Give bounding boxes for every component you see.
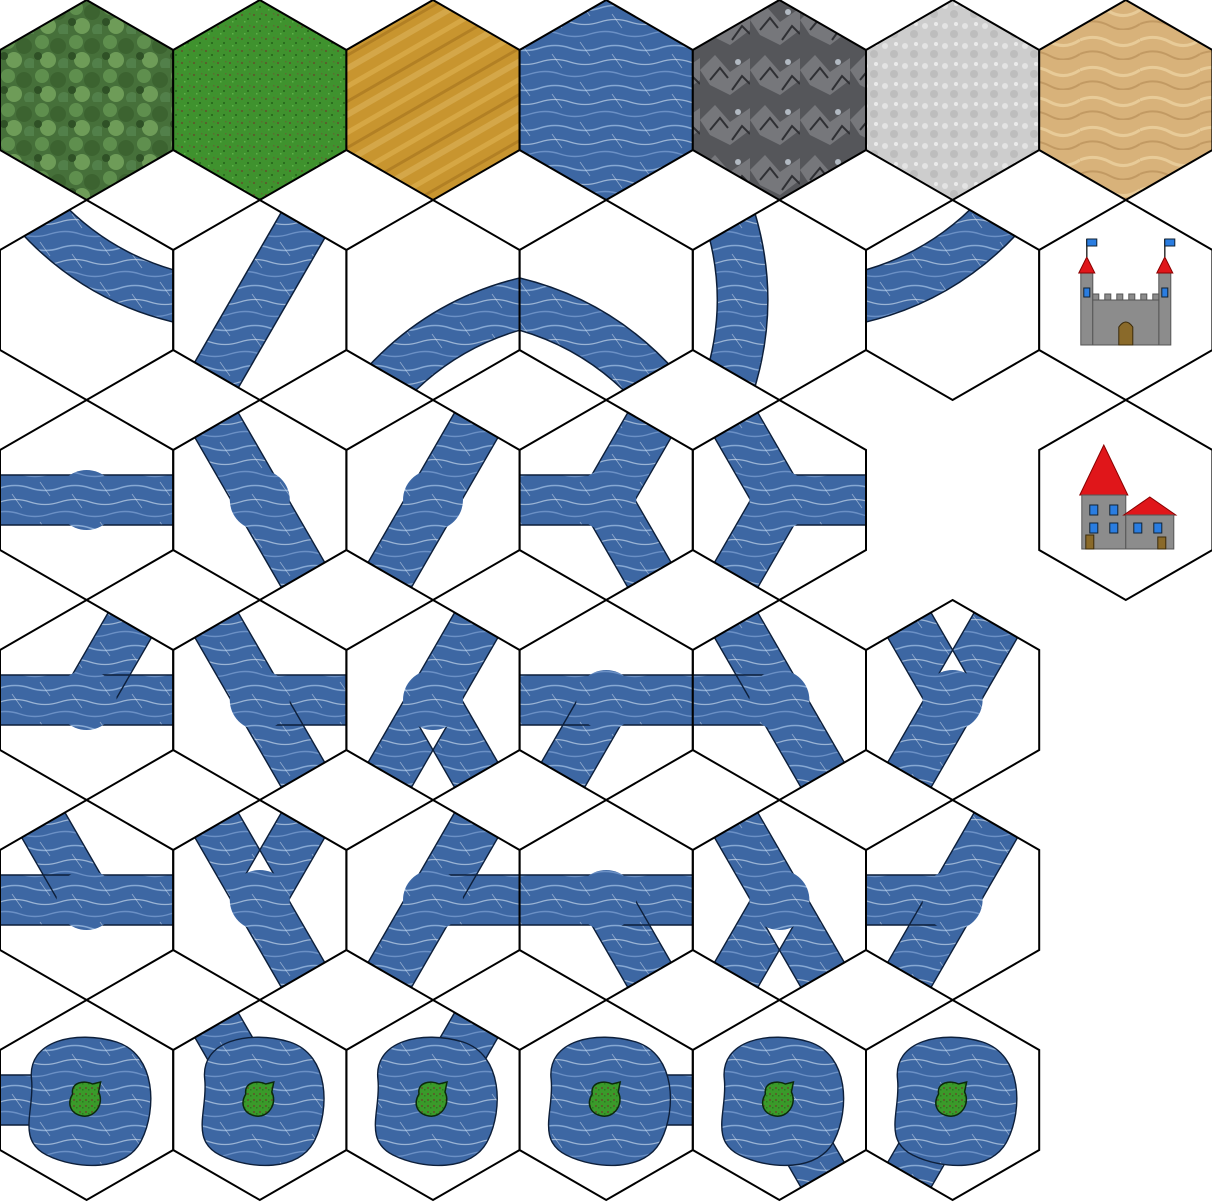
river-junction	[56, 870, 117, 930]
river-tile[interactable]	[15, 200, 191, 326]
river-junction	[922, 870, 983, 930]
river-tile[interactable]	[713, 811, 846, 989]
river-tile[interactable]	[849, 200, 1025, 326]
town-tile[interactable]	[1038, 398, 1212, 602]
river-tile[interactable]	[866, 811, 1019, 989]
river-junction	[576, 870, 637, 930]
river-junction	[749, 870, 810, 930]
river-tile[interactable]	[0, 611, 174, 731]
river-junction	[229, 470, 290, 530]
river-tile[interactable]	[193, 611, 347, 789]
river-tile[interactable]	[193, 811, 326, 989]
river-junction	[922, 670, 983, 730]
river-tile[interactable]	[361, 274, 537, 400]
river-tile[interactable]	[702, 201, 769, 399]
lake-tile[interactable]	[374, 1011, 499, 1167]
lake-tile[interactable]	[193, 1011, 325, 1167]
river-junction	[229, 870, 290, 930]
snow-terrain-tile[interactable]	[865, 0, 1041, 202]
lake-tile[interactable]	[886, 1036, 1018, 1189]
river-tile[interactable]	[692, 611, 846, 789]
river-tile[interactable]	[0, 470, 174, 530]
island	[935, 1080, 968, 1117]
river-tile[interactable]	[519, 411, 673, 589]
river-tile[interactable]	[367, 411, 499, 589]
island	[588, 1080, 622, 1117]
island	[69, 1080, 102, 1117]
river-tile[interactable]	[193, 411, 326, 589]
river-junction	[229, 670, 290, 730]
island	[761, 1080, 795, 1117]
river-bend	[866, 200, 1023, 325]
river-junction	[403, 870, 463, 930]
river-tile[interactable]	[519, 670, 693, 789]
river-bend	[704, 202, 768, 398]
river-tile[interactable]	[519, 870, 693, 989]
desert-terrain-tile[interactable]	[1038, 0, 1212, 202]
grassland-terrain-tile[interactable]	[172, 0, 348, 202]
water-terrain-tile[interactable]	[518, 0, 694, 202]
lake-tile-outline	[865, 998, 1041, 1202]
river-tile[interactable]	[886, 611, 1019, 789]
island	[242, 1080, 275, 1117]
river-junction	[576, 670, 637, 730]
mountains-terrain-tile[interactable]	[691, 0, 867, 202]
castle-icon	[1077, 238, 1176, 346]
river-tile[interactable]	[502, 274, 678, 400]
river-bend	[186, 200, 333, 400]
castle-tile[interactable]	[1038, 198, 1212, 402]
river-tile[interactable]	[367, 811, 520, 989]
river-junction	[576, 470, 637, 530]
river-junction	[56, 470, 117, 530]
river-bend	[362, 275, 520, 400]
river-junction	[749, 470, 810, 530]
lake-tile[interactable]	[547, 1036, 693, 1167]
plains-terrain-tile[interactable]	[345, 0, 521, 202]
river-bend	[16, 200, 174, 325]
island	[415, 1080, 448, 1117]
river-tile[interactable]	[185, 200, 335, 400]
river-tile[interactable]	[0, 811, 174, 931]
river-junction	[749, 670, 810, 730]
forest-terrain-tile[interactable]	[0, 0, 175, 202]
lake-tile[interactable]	[721, 1036, 846, 1189]
river-tile[interactable]	[367, 611, 499, 789]
river-junction	[403, 470, 463, 530]
river-tile[interactable]	[713, 411, 866, 589]
river-junction	[56, 670, 117, 730]
lake-tile[interactable]	[0, 1036, 152, 1167]
river-bend	[519, 275, 677, 400]
town-icon	[1079, 443, 1178, 550]
river-junction	[403, 670, 463, 730]
